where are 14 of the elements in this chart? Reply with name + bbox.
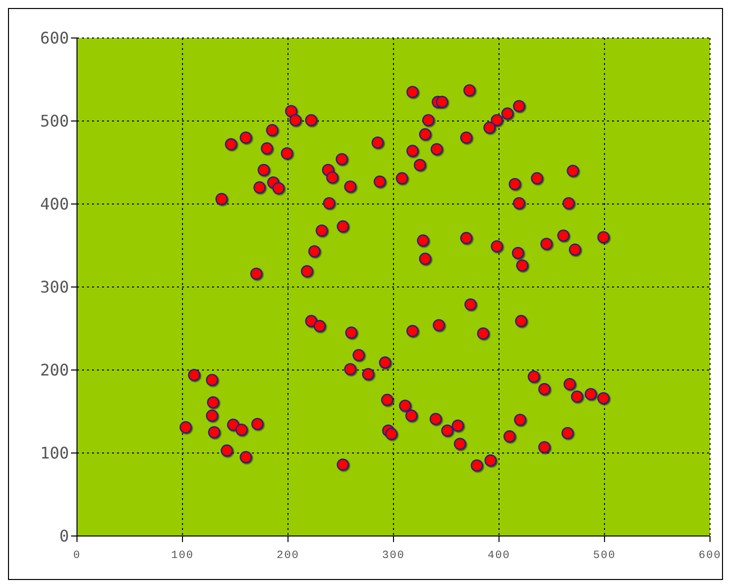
y-tick-label: 500: [40, 112, 69, 131]
x-tick-label: 600: [698, 550, 722, 562]
x-tick-label: 200: [276, 550, 300, 562]
y-tick-label: 400: [40, 194, 69, 214]
y-tick-label: 100: [40, 444, 69, 463]
y-tick-label: 0: [59, 526, 69, 546]
x-tick-label: 400: [488, 550, 510, 562]
x-tick-label: 500: [593, 550, 616, 562]
x-tick-label: 0: [73, 550, 81, 562]
y-tick-label: 600: [40, 28, 69, 48]
y-tick-label: 200: [40, 360, 69, 380]
x-tick-label: 300: [382, 550, 405, 562]
y-tick-label: 300: [40, 278, 69, 297]
x-tick-label: 100: [171, 550, 194, 562]
